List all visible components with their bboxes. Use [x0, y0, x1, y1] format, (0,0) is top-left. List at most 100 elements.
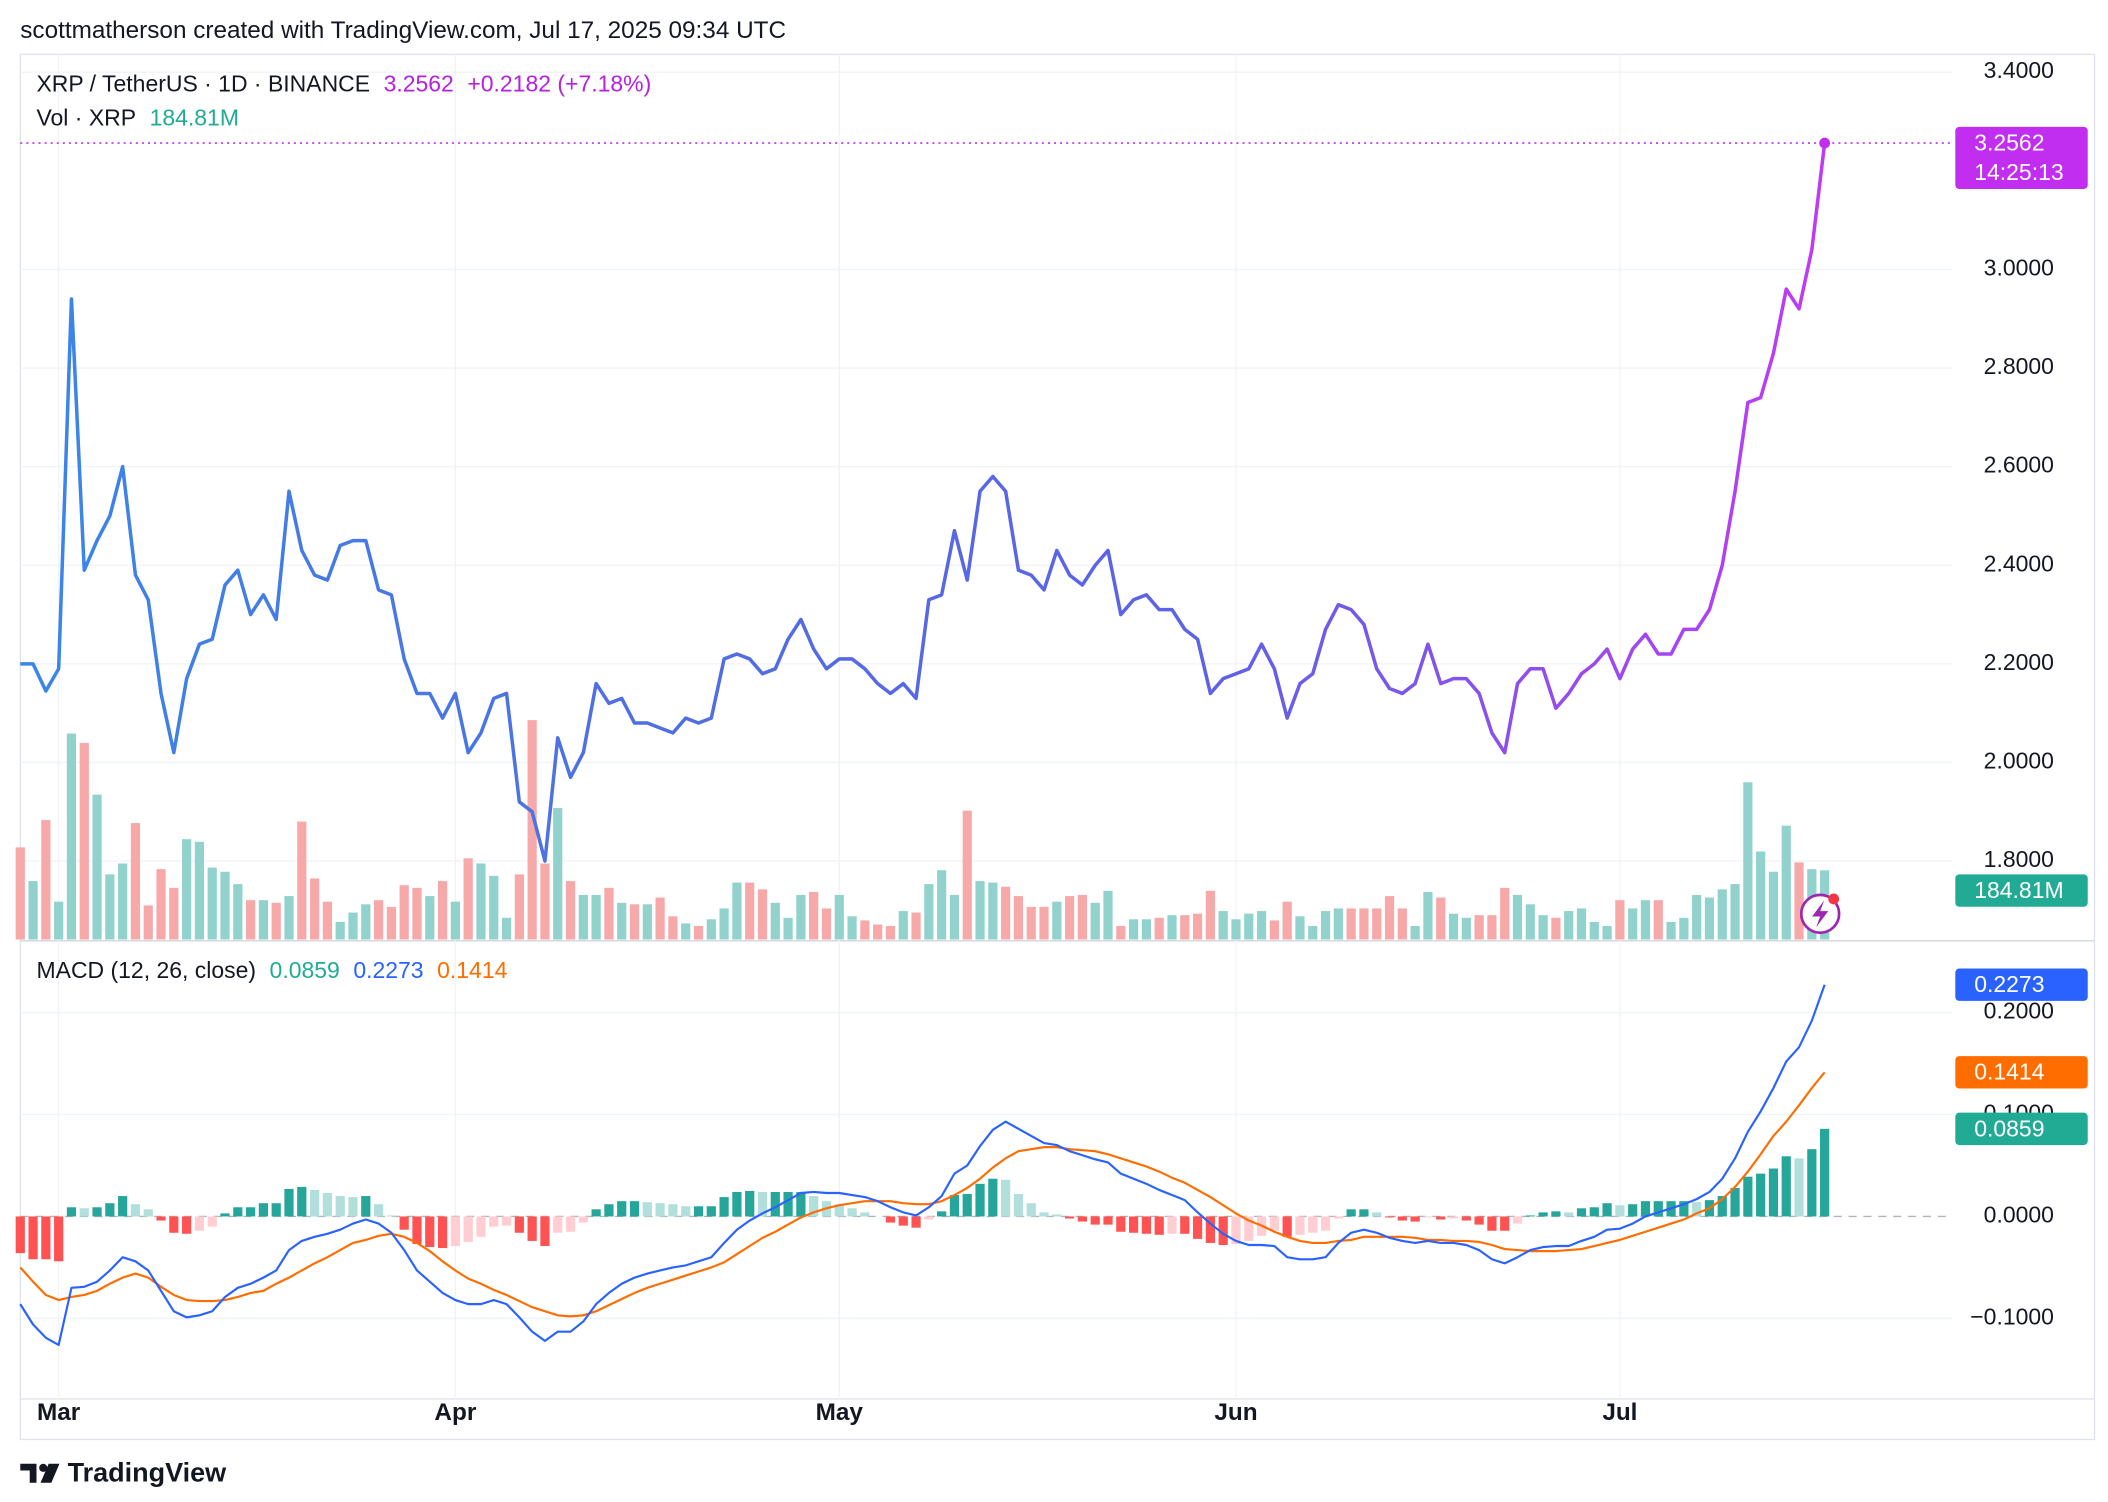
volume-bar [1039, 906, 1049, 940]
histogram-bar [1602, 1203, 1612, 1217]
histogram-bar [719, 1197, 729, 1217]
axis-badge [1955, 1056, 2088, 1089]
histogram-bar [1551, 1211, 1561, 1217]
histogram-bar [220, 1213, 230, 1217]
volume-bar [514, 874, 524, 940]
histogram-bar [233, 1207, 243, 1217]
histogram-bar [975, 1183, 985, 1217]
histogram-bar [1180, 1216, 1190, 1234]
histogram-bar [1384, 1216, 1395, 1218]
volume-bar [335, 921, 345, 940]
histogram-bar [246, 1207, 256, 1217]
volume-bar [898, 911, 908, 940]
histogram-bar [1205, 1216, 1215, 1243]
histogram-bar [1346, 1209, 1356, 1217]
volume-bar [821, 908, 832, 940]
volume-bar [1384, 896, 1395, 940]
volume-bar [105, 874, 115, 940]
alert-dot [1828, 893, 1840, 905]
histogram-bar [1474, 1216, 1484, 1225]
volume-bar [1768, 871, 1779, 940]
macd-last: 0.2273 [353, 957, 423, 983]
alert-icon [1799, 893, 1841, 935]
volume-bar [617, 902, 627, 940]
histogram-bar [617, 1201, 627, 1217]
volume-bar [1346, 908, 1356, 940]
volume-bar [425, 896, 435, 940]
histogram-bar [1692, 1202, 1702, 1217]
histogram-bar [898, 1216, 908, 1226]
volume-name: Vol · XRP [36, 104, 136, 130]
volume-bar [1410, 926, 1420, 940]
price-legend: XRP / TetherUS · 1D · BINANCE 3.2562 +0.21… [36, 71, 651, 97]
histogram-bar [693, 1206, 704, 1217]
histogram-bar [1359, 1209, 1369, 1217]
histogram-bar [706, 1206, 716, 1217]
volume-bar [693, 926, 704, 940]
volume-bar [322, 901, 333, 940]
histogram-bar [271, 1203, 281, 1217]
volume-bar [578, 894, 588, 940]
histogram-bar [1372, 1212, 1382, 1217]
histogram-bar [1167, 1216, 1177, 1234]
histogram-bar [1679, 1201, 1689, 1217]
volume-bar [373, 900, 384, 940]
volume-bar [706, 919, 716, 940]
volume-bar [92, 794, 102, 940]
volume-bar [54, 901, 64, 940]
histogram-bar [1410, 1216, 1420, 1222]
histogram-bar [949, 1195, 960, 1217]
volume-bar [1359, 908, 1369, 940]
hist-last: 0.0859 [270, 957, 340, 983]
histogram-bar [54, 1216, 64, 1262]
volume-bar [924, 884, 934, 940]
histogram-bar [1500, 1216, 1510, 1231]
last-price-dot [1819, 137, 1831, 149]
price-pane [20, 137, 1953, 863]
volume-bar [1001, 886, 1011, 940]
volume-bar [809, 891, 819, 940]
volume-bar [182, 839, 192, 940]
volume-bar [1256, 911, 1267, 940]
chart-frame [19, 53, 2096, 1441]
histogram-bar [988, 1178, 998, 1217]
volume-bar [527, 720, 537, 940]
volume-bar [783, 917, 793, 940]
histogram-bar [309, 1189, 320, 1217]
histogram-bar [284, 1188, 294, 1217]
volume-bar [28, 881, 38, 940]
histogram-bar [847, 1208, 857, 1217]
volume-bar [1141, 919, 1152, 940]
axes: Mar Apr May Jun Jul 1.8000 2.0000 2.2000 2.4000 2… [37, 57, 2088, 1426]
macd-tick-label: 0.0000 [1984, 1202, 2054, 1228]
histogram-bar [770, 1191, 780, 1217]
histogram-bar [501, 1216, 512, 1226]
volume-bar [885, 926, 896, 940]
histogram-bar [681, 1206, 691, 1217]
macd-legend: MACD (12, 26, close) 0.0859 0.2273 0.1414 [36, 957, 507, 983]
histogram-bar [1308, 1216, 1318, 1233]
histogram-bar [1820, 1128, 1830, 1217]
histogram-bar [1589, 1207, 1599, 1217]
histogram-bar [28, 1216, 38, 1260]
countdown-label: 14:25:13 [1974, 159, 2063, 185]
volume-bar [1154, 917, 1164, 940]
volume-bar [246, 900, 256, 940]
histogram-bar [1628, 1204, 1638, 1217]
histogram-bar [1538, 1212, 1548, 1217]
histogram-bar [1295, 1216, 1305, 1235]
footer: TradingView [68, 1458, 228, 1488]
histogram-bar [1512, 1216, 1523, 1224]
volume-bar [604, 887, 614, 940]
volume-bar [194, 841, 205, 940]
logo-part [40, 1463, 60, 1483]
volume-bar [1448, 913, 1459, 940]
footer-logo [20, 1463, 60, 1483]
histogram-bar [565, 1216, 576, 1232]
symbol: XRP / TetherUS · 1D · BINANCE [36, 71, 370, 97]
volume-bar [463, 858, 473, 940]
histogram-bar [1717, 1196, 1727, 1217]
volume-bar [668, 916, 678, 940]
histogram-bar [1487, 1216, 1497, 1231]
histogram-bar [1653, 1201, 1663, 1217]
